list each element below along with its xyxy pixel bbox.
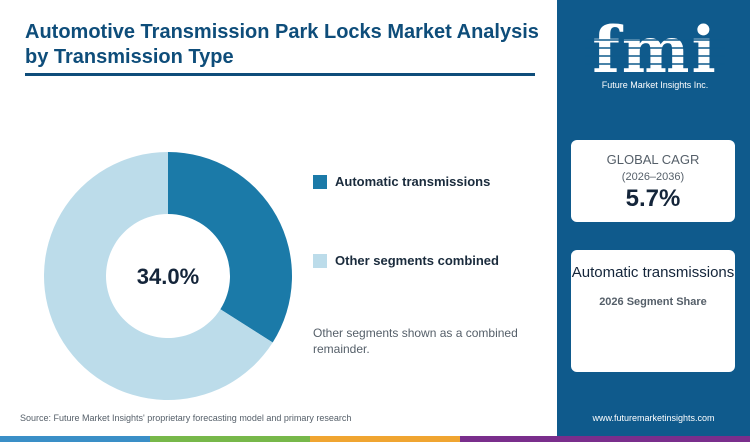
donut-chart: 34.0% bbox=[43, 152, 292, 400]
donut-center-label: 34.0% bbox=[137, 264, 199, 289]
sidebar: fmi Future Market Insights Inc. GLOBAL C… bbox=[557, 0, 750, 442]
source-text: Source: Future Market Insights' propriet… bbox=[20, 413, 352, 423]
fmi-logo-mark: fmi bbox=[585, 13, 725, 88]
cagr-label: GLOBAL CAGR bbox=[606, 152, 700, 167]
svg-text:fmi: fmi bbox=[592, 16, 718, 80]
logo-subtitle: Future Market Insights Inc. bbox=[601, 80, 709, 90]
website-text: www.futuremarketinsights.com bbox=[592, 413, 715, 423]
fmi-logo: fmi Future Market Insights Inc. bbox=[585, 13, 725, 96]
cagr-card: GLOBAL CAGR (2026–2036) 5.7% bbox=[571, 140, 735, 222]
chart-note: Other segments shown as a combined remai… bbox=[313, 326, 518, 356]
title-divider bbox=[25, 73, 535, 76]
bottom-bar-segment bbox=[150, 436, 310, 442]
segment-title: Automatic transmissions bbox=[571, 264, 735, 281]
page-title: Automotive Transmission Park Locks Marke… bbox=[25, 21, 539, 68]
bottom-bar-segment bbox=[310, 436, 460, 442]
legend-label-automatic: Automatic transmissions bbox=[335, 174, 491, 189]
cagr-value: 5.7% bbox=[625, 185, 681, 212]
bottom-color-bar bbox=[0, 436, 750, 442]
segment-card: Automatic transmissions 2026 Segment Sha… bbox=[571, 250, 735, 372]
cagr-period: (2026–2036) bbox=[621, 171, 685, 183]
legend-item-automatic: Automatic transmissions bbox=[313, 174, 490, 189]
legend-item-other: Other segments combined bbox=[313, 253, 499, 268]
legend-swatch-other bbox=[313, 253, 327, 268]
donut-slice-automatic bbox=[168, 152, 292, 343]
legend-swatch-automatic bbox=[313, 174, 327, 189]
bottom-bar-segment bbox=[460, 436, 750, 442]
segment-caption: 2026 Segment Share bbox=[599, 296, 707, 308]
donut-slice-other bbox=[43, 152, 273, 400]
bottom-bar-segment bbox=[0, 436, 150, 442]
main-panel: Automotive Transmission Park Locks Marke… bbox=[20, 21, 539, 423]
legend-label-other: Other segments combined bbox=[335, 253, 499, 268]
